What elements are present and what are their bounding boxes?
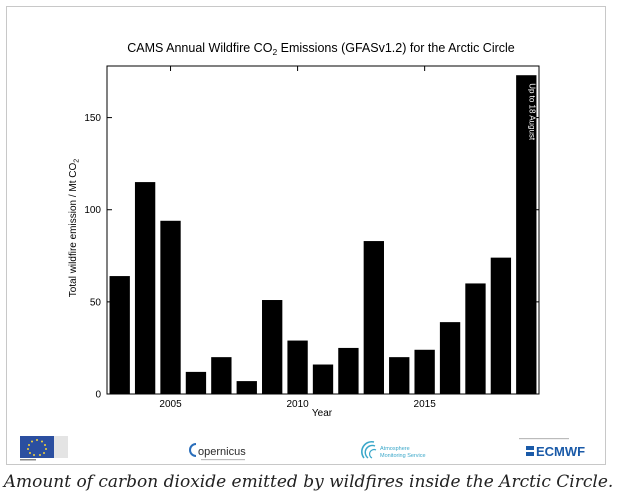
bar-2015 (414, 349, 435, 394)
annotation-up-to-18-august: Up to 18 August (527, 83, 536, 141)
bar-2010 (287, 340, 308, 394)
bar-2018 (490, 257, 512, 394)
figure-caption: Amount of carbon dioxide emitted by wild… (3, 472, 614, 492)
bar-2011 (312, 364, 334, 394)
bar-2005 (160, 220, 181, 394)
x-tick-label: 2010 (286, 399, 309, 410)
svg-text:Monitoring Service: Monitoring Service (380, 453, 426, 459)
bar-2012 (338, 347, 359, 394)
x-axis-label: Year (312, 408, 333, 419)
eu-flag-logo (20, 436, 68, 461)
partner-logos: opernicus Atmosphere Monitoring Service … (20, 436, 585, 461)
bar-2016 (439, 322, 461, 394)
bar-2019 (516, 75, 537, 395)
svg-text:Atmosphere: Atmosphere (380, 446, 410, 452)
bar-2008 (236, 381, 257, 394)
y-tick-label: 100 (84, 205, 101, 216)
bar-2004 (134, 182, 156, 394)
y-tick-label: 0 (95, 390, 101, 401)
chart-title: CAMS Annual Wildfire CO2 Emissions (GFAS… (127, 41, 515, 57)
axes-frame (106, 65, 540, 395)
bar-2006 (185, 371, 207, 394)
bar-2017 (465, 283, 486, 394)
atmosphere-monitoring-logo: Atmosphere Monitoring Service (361, 440, 426, 459)
bar-chart: CAMS Annual Wildfire CO2 Emissions (GFAS… (68, 41, 540, 419)
bar-2009 (262, 300, 283, 394)
bar-2014 (389, 357, 410, 394)
x-tick-label: 2015 (414, 399, 437, 410)
copernicus-logo: opernicus (189, 443, 246, 461)
bar-2013 (363, 241, 384, 394)
x-tick-label: 2005 (159, 399, 182, 410)
plot-area: 0 50 100 150 2005 2010 2015 Up to 18 August (84, 65, 540, 410)
bar-2003 (109, 276, 130, 394)
svg-text:ECMWF: ECMWF (536, 444, 585, 459)
svg-text:opernicus: opernicus (198, 446, 246, 458)
y-tick-label: 150 (84, 113, 101, 124)
bar-2007 (211, 357, 232, 394)
y-tick-label: 50 (90, 297, 102, 308)
ecmwf-logo: ECMWF (519, 438, 585, 459)
y-axis-label: Total wildfire emission / Mt CO2 (68, 159, 81, 297)
